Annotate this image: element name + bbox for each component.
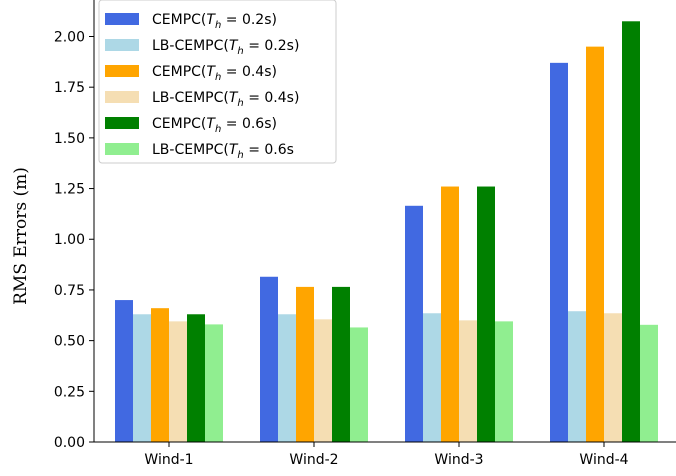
y-axis: 0.00 0.25 0.50 0.75 1.00 1.25 1.50 1.75 2.00 (54, 0, 95, 451)
legend-entry-3: CEMPC(Th = 0.4s) (152, 64, 277, 83)
legend-t-symbol: T (206, 12, 216, 28)
legend-th-value: 0.6s (264, 142, 294, 158)
legend-th-value: 0.4s) (242, 64, 277, 80)
x-tick-label: Wind-4 (579, 452, 628, 468)
legend-h-subscript: h (215, 72, 221, 83)
legend-prefix: CEMPC( (152, 116, 206, 132)
y-tick-label: 1.00 (54, 232, 85, 248)
bar-wind-1-series-4 (169, 321, 187, 442)
bar-wind-1-series-5 (187, 314, 205, 442)
legend-h-subscript: h (237, 98, 243, 109)
bar-wind-2-series-3 (296, 286, 314, 442)
bar-wind-1-series-3 (151, 308, 169, 442)
y-tick-label: 2.00 (54, 29, 85, 45)
legend-swatch (105, 91, 139, 103)
bar-wind-2-series-1 (260, 276, 278, 442)
legend-equals: = (221, 12, 242, 28)
x-tick-label: Wind-2 (289, 452, 338, 468)
legend-swatch (105, 117, 139, 129)
legend-h-subscript: h (215, 124, 221, 135)
legend-entry-1: CEMPC(Th = 0.2s) (152, 12, 277, 31)
legend-entry-5: CEMPC(Th = 0.6s) (152, 116, 277, 135)
y-tick-label: 0.00 (54, 435, 85, 451)
y-tick-label: 0.50 (54, 334, 85, 350)
y-tick-label: 1.50 (54, 131, 85, 147)
legend-h-subscript: h (237, 46, 243, 57)
bar-wind-3-series-3 (441, 186, 459, 442)
legend-prefix: CEMPC( (152, 64, 206, 80)
y-tick-label: 1.75 (54, 80, 85, 96)
legend-equals: = (221, 116, 242, 132)
bar-wind-2-series-2 (278, 314, 296, 442)
bars-group (115, 21, 658, 442)
legend-th-value: 0.4s) (264, 90, 299, 106)
legend-th-value: 0.6s) (242, 116, 277, 132)
y-axis-label: RMS Errors (m) (11, 167, 31, 305)
bar-wind-1-series-2 (133, 314, 151, 442)
legend-h-subscript: h (237, 150, 243, 161)
legend-th-value: 0.2s) (242, 12, 277, 28)
legend-prefix: CEMPC( (152, 12, 206, 28)
legend-th-value: 0.2s) (264, 38, 299, 54)
bar-wind-4-series-6 (640, 324, 658, 442)
bar-wind-4-series-1 (550, 62, 568, 442)
legend-swatch (105, 143, 139, 155)
bar-wind-3-series-2 (423, 313, 441, 442)
legend-t-symbol: T (206, 116, 216, 132)
legend-t-symbol: T (229, 142, 239, 158)
bar-wind-2-series-4 (314, 319, 332, 442)
legend-swatch (105, 65, 139, 77)
y-tick-label: 0.75 (54, 283, 85, 299)
bar-wind-1-series-6 (205, 324, 223, 442)
x-axis: Wind-1 Wind-2 Wind-3 Wind-4 (94, 441, 676, 468)
legend-prefix: LB-CEMPC( (152, 142, 229, 158)
legend-h-subscript: h (215, 20, 221, 31)
legend-entry-4: LB-CEMPC(Th = 0.4s) (152, 90, 299, 109)
x-tick-label: Wind-1 (144, 452, 193, 468)
legend-t-symbol: T (206, 64, 216, 80)
legend-swatch (105, 13, 139, 25)
x-tick-label: Wind-3 (434, 452, 483, 468)
y-tick-label: 1.25 (54, 182, 85, 198)
legend-t-symbol: T (229, 90, 239, 106)
bar-wind-4-series-2 (568, 311, 586, 442)
legend-equals: = (244, 38, 265, 54)
legend-equals: = (221, 64, 242, 80)
legend-equals: = (244, 90, 265, 106)
y-tick-label: 0.25 (54, 384, 85, 400)
bar-wind-2-series-6 (350, 327, 368, 442)
bar-wind-1-series-1 (115, 300, 133, 442)
legend-t-symbol: T (229, 38, 239, 54)
bar-wind-2-series-5 (332, 286, 350, 442)
legend-prefix: LB-CEMPC( (152, 90, 229, 106)
legend-frame (98, 0, 337, 164)
bar-wind-4-series-3 (586, 46, 604, 442)
bar-wind-4-series-5 (622, 21, 640, 442)
legend-prefix: LB-CEMPC( (152, 38, 229, 54)
legend-entry-2: LB-CEMPC(Th = 0.2s) (152, 38, 299, 57)
legend-swatch (105, 39, 139, 51)
legend: CEMPC(Th = 0.2s)LB-CEMPC(Th = 0.2s)CEMPC… (98, 0, 337, 164)
bar-wind-3-series-6 (495, 321, 513, 442)
bar-wind-4-series-4 (604, 313, 622, 442)
bar-wind-3-series-1 (405, 205, 423, 442)
bar-wind-3-series-5 (477, 186, 495, 442)
legend-equals: = (244, 142, 265, 158)
legend-entry-6: LB-CEMPC(Th = 0.6s (152, 142, 294, 161)
bar-wind-3-series-4 (459, 320, 477, 442)
